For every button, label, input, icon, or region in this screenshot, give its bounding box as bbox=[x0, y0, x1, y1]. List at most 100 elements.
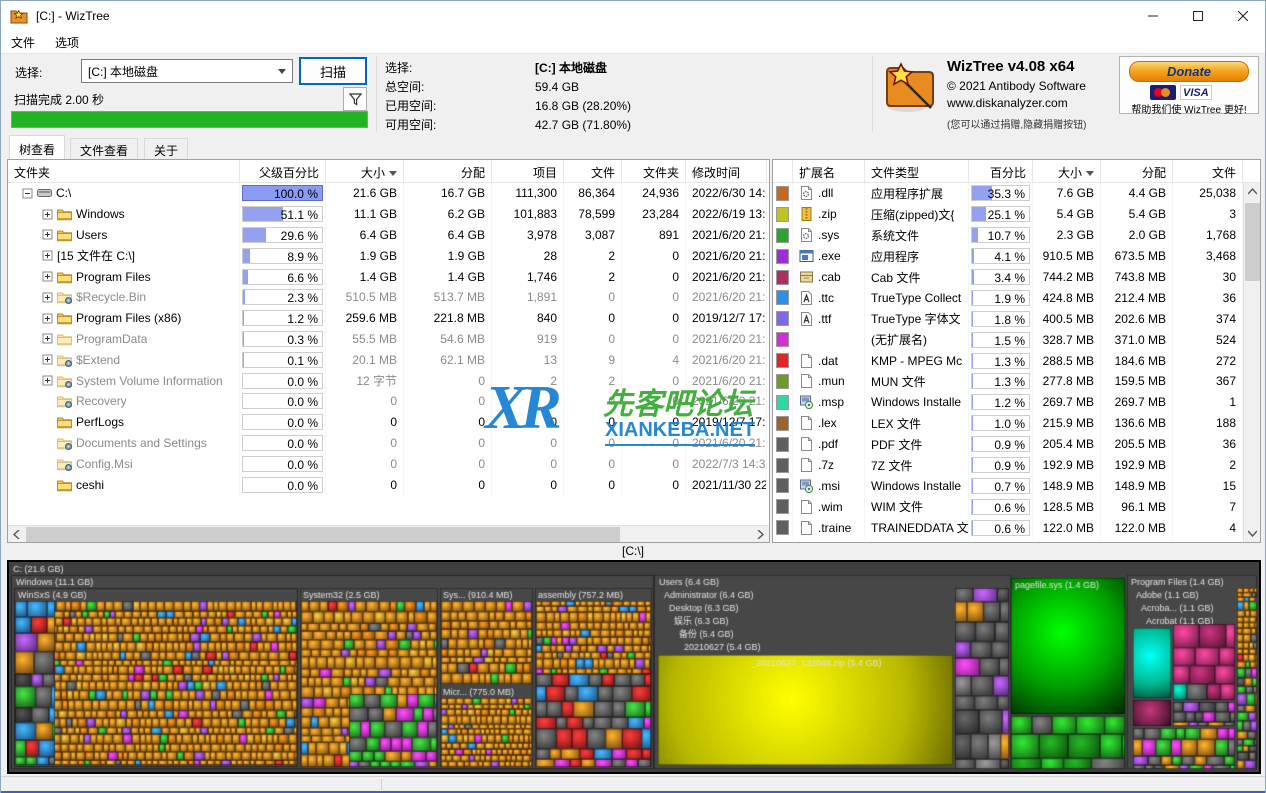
extension-row[interactable]: .cab Cab 文件 3.4 % 744.2 MB 743.8 MB 30 bbox=[773, 266, 1260, 288]
msi-icon bbox=[800, 395, 814, 410]
tree-col-header[interactable]: 项目 bbox=[492, 160, 564, 182]
tree-row[interactable]: PerfLogs 0.0 % 0 0 0 0 0 2019/12/7 17:1 bbox=[8, 411, 769, 433]
extension-row[interactable]: .ttf TrueType 字体文 1.8 % 400.5 MB 202.6 MB 374 bbox=[773, 308, 1260, 330]
expand-icon[interactable] bbox=[42, 229, 53, 240]
horizontal-scrollbar[interactable] bbox=[8, 525, 769, 542]
drive-selector[interactable]: [C:] 本地磁盘 bbox=[81, 59, 293, 83]
tree-row[interactable]: Program Files 6.6 % 1.4 GB 1.4 GB 1,746 2 0 202… bbox=[8, 266, 769, 287]
folder-name: System Volume Information bbox=[76, 373, 223, 388]
tree-row[interactable]: ceshi 0.0 % 0 0 0 0 0 2021/11/30 22 bbox=[8, 474, 769, 495]
tree-row[interactable]: [15 文件在 C:\] 8.9 % 1.9 GB 1.9 GB 28 2 0 2021/6/… bbox=[8, 245, 769, 267]
tree-row[interactable]: Program Files (x86) 1.2 % 259.6 MB 221.8 MB… bbox=[8, 307, 769, 329]
close-button[interactable] bbox=[1220, 1, 1265, 31]
percent-bar: 0.0 % bbox=[242, 476, 323, 493]
expand-icon[interactable] bbox=[42, 333, 53, 344]
expand-icon[interactable] bbox=[42, 209, 53, 220]
collapse-icon[interactable] bbox=[22, 188, 33, 199]
file-type: TRAINEDDATA 文 bbox=[865, 517, 969, 539]
tree-row[interactable]: Config.Msi 0.0 % 0 0 0 0 0 2022/7/3 14:33 bbox=[8, 453, 769, 475]
tree-row[interactable]: ProgramData 0.3 % 55.5 MB 54.6 MB 919 0 0 2021/… bbox=[8, 328, 769, 350]
tree-row[interactable]: C:\ 100.0 % 21.6 GB 16.7 GB 111,300 86,364 24,… bbox=[8, 183, 769, 204]
website-link[interactable]: www.diskanalyzer.com bbox=[947, 96, 1068, 110]
extension-row[interactable]: .wim WIM 文件 0.6 % 128.5 MB 96.1 MB 7 bbox=[773, 496, 1260, 518]
ext-cell: 269.7 MB bbox=[1033, 391, 1101, 413]
tree-row[interactable]: $Recycle.Bin 2.3 % 510.5 MB 513.7 MB 1,891 0 0… bbox=[8, 286, 769, 308]
tree-row[interactable]: Users 29.6 % 6.4 GB 6.4 GB 3,978 3,087 891 2021… bbox=[8, 224, 769, 246]
tab-tree-view[interactable]: 树查看 bbox=[9, 135, 66, 159]
expand-icon[interactable] bbox=[42, 250, 53, 261]
gear-doc-icon bbox=[801, 186, 812, 201]
ext-col-header[interactable]: 文件类型 bbox=[865, 160, 969, 182]
tree-col-header[interactable]: 修改时间 bbox=[686, 160, 767, 182]
extension-row[interactable]: .dat KMP - MPEG Mc 1.3 % 288.5 MB 184.6 MB 27… bbox=[773, 350, 1260, 372]
scrollbar-thumb[interactable] bbox=[1245, 203, 1260, 281]
ext-cell: 524 bbox=[1173, 329, 1243, 351]
folder-dim-icon bbox=[57, 334, 72, 346]
treemap-canvas[interactable] bbox=[9, 562, 1259, 772]
expand-icon[interactable] bbox=[42, 271, 53, 282]
vertical-scrollbar[interactable] bbox=[1243, 183, 1260, 542]
tree-cell: 1.9 GB bbox=[326, 245, 404, 267]
scroll-up-arrow[interactable] bbox=[1244, 183, 1260, 200]
extension-row[interactable]: .dll 应用程序扩展 35.3 % 7.6 GB 4.4 GB 25,038 bbox=[773, 183, 1260, 204]
extension-row[interactable]: .sys 系统文件 10.7 % 2.3 GB 2.0 GB 1,768 bbox=[773, 224, 1260, 246]
extension-row[interactable]: .ttc TrueType Collect 1.9 % 424.8 MB 212.4 M… bbox=[773, 287, 1260, 309]
ext-col-header[interactable]: 大小 bbox=[1033, 160, 1101, 182]
tree-col-header[interactable]: 父级百分比 bbox=[240, 160, 326, 182]
ext-cell: 277.8 MB bbox=[1033, 371, 1101, 392]
scroll-left-arrow[interactable] bbox=[8, 526, 25, 542]
extension-row[interactable]: .mun MUN 文件 1.3 % 277.8 MB 159.5 MB 367 bbox=[773, 371, 1260, 392]
expand-icon[interactable] bbox=[42, 313, 53, 324]
tree-row[interactable]: System Volume Information 0.0 % 12 字节 0 2 2 0 2… bbox=[8, 370, 769, 391]
tree-row[interactable]: $Extend 0.1 % 20.1 MB 62.1 MB 13 9 4 2021/6/20 … bbox=[8, 349, 769, 371]
tree-cell: 221.8 MB bbox=[404, 307, 492, 329]
extension-row[interactable]: .traine TRAINEDDATA 文 0.6 % 122.0 MB 122.0 M… bbox=[773, 517, 1260, 539]
expand-icon[interactable] bbox=[42, 292, 53, 303]
scan-button[interactable]: 扫描 bbox=[299, 57, 367, 85]
treemap[interactable] bbox=[7, 560, 1261, 774]
tab-file-view[interactable]: 文件查看 bbox=[70, 138, 139, 159]
wiztree-logo bbox=[886, 62, 934, 112]
ext-col-header[interactable]: 百分比 bbox=[969, 160, 1033, 182]
extension-row[interactable]: .zip 压缩(zipped)文{25.1 % 5.4 GB 5.4 GB 3 bbox=[773, 203, 1260, 225]
ext-col-header[interactable]: 分配 bbox=[1101, 160, 1173, 182]
minimize-button[interactable] bbox=[1130, 1, 1175, 31]
tree-cell: 86,364 bbox=[564, 183, 622, 204]
maximize-button[interactable] bbox=[1175, 1, 1220, 31]
tree-row[interactable]: Windows 51.1 % 11.1 GB 6.2 GB 101,883 78,599 2… bbox=[8, 203, 769, 225]
file-type: 应用程序扩展 bbox=[865, 183, 969, 204]
expand-icon[interactable] bbox=[42, 354, 53, 365]
extension-name: .msi bbox=[818, 478, 840, 493]
tab-about[interactable]: 关于 bbox=[144, 138, 189, 159]
expand-icon[interactable] bbox=[42, 375, 53, 386]
extension-row[interactable]: (无扩展名) 1.5 % 328.7 MB 371.0 MB 524 bbox=[773, 329, 1260, 351]
tree-col-header[interactable]: 大小 bbox=[326, 160, 404, 182]
menu-file[interactable]: 文件 bbox=[11, 35, 36, 50]
menu-options[interactable]: 选项 bbox=[55, 35, 80, 50]
tree-col-header[interactable]: 文件 bbox=[564, 160, 622, 182]
ext-col-header[interactable]: 文件 bbox=[1173, 160, 1243, 182]
extension-name: .cab bbox=[818, 270, 841, 284]
scroll-right-arrow[interactable] bbox=[752, 526, 769, 542]
extension-row[interactable]: .exe 应用程序 4.1 % 910.5 MB 673.5 MB 3,468 bbox=[773, 245, 1260, 267]
extension-row[interactable]: .msp Windows Installe 1.2 % 269.7 MB 269.7 M… bbox=[773, 391, 1260, 413]
extension-row[interactable]: .pdf PDF 文件 0.9 % 205.4 MB 205.5 MB 36 bbox=[773, 433, 1260, 455]
tree-row[interactable]: Documents and Settings 0.0 % 0 0 0 0 0 2021/6/2… bbox=[8, 432, 769, 454]
scroll-down-arrow[interactable] bbox=[1244, 525, 1260, 542]
tree-col-header[interactable]: 分配 bbox=[404, 160, 492, 182]
donate-button[interactable]: Donate bbox=[1129, 61, 1249, 82]
ext-col-header[interactable]: 扩展名 bbox=[793, 160, 865, 182]
ext-cell: 202.6 MB bbox=[1101, 308, 1173, 330]
ext-cell: 36 bbox=[1173, 287, 1243, 309]
donate-tagline: 帮助我们使 WizTree 更好! bbox=[1131, 105, 1247, 116]
extension-row[interactable]: .msi Windows Installe 0.7 % 148.9 MB 148.9 M… bbox=[773, 475, 1260, 497]
extension-row[interactable]: .lex LEX 文件 1.0 % 215.9 MB 136.6 MB 188 bbox=[773, 412, 1260, 434]
tree-cell: 2 bbox=[564, 245, 622, 267]
tree-col-header[interactable]: 文件夹 bbox=[8, 160, 240, 182]
tree-row[interactable]: Recovery 0.0 % 0 0 0 0 0 2021/6/20 21:1 bbox=[8, 390, 769, 412]
percent-bar: 0.0 % bbox=[242, 393, 323, 410]
scrollbar-thumb[interactable] bbox=[26, 527, 620, 542]
tree-col-header[interactable]: 文件夹 bbox=[622, 160, 686, 182]
filter-button[interactable] bbox=[343, 87, 367, 111]
extension-row[interactable]: .7z 7Z 文件 0.9 % 192.9 MB 192.9 MB 2 bbox=[773, 454, 1260, 476]
